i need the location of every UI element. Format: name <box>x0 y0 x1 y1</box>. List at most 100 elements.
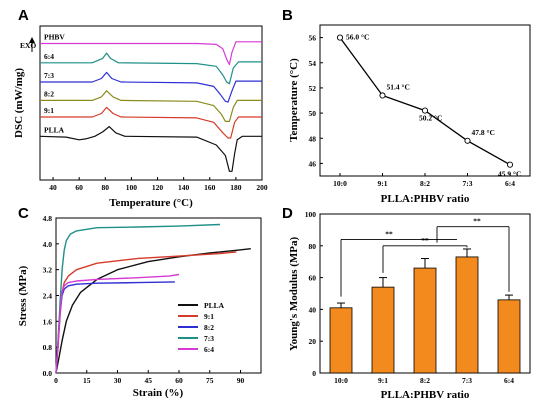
a-x-tick-label: 60 <box>75 183 83 192</box>
a-x-tick-label: 140 <box>178 183 190 192</box>
panel-a-series <box>39 41 262 172</box>
c-legend-label: PLLA <box>204 301 225 310</box>
a-series-label: PLLA <box>44 125 65 134</box>
d-y-tick-label: 40 <box>309 305 317 314</box>
c-y-tick-label: 3.2 <box>43 266 53 275</box>
a-x-tick-label: 80 <box>102 183 110 192</box>
b-y-tick-label: 48 <box>309 134 317 143</box>
panel-c: C 0 15 30 45 60 75 90 0.0 0.8 1.6 2.4 3.2 4.0 4.8 PLL… <box>17 205 262 399</box>
panel-d-ylabel: Young's Modulus (MPa) <box>288 237 300 352</box>
d-bar <box>413 267 437 374</box>
panel-d-bars <box>329 248 521 374</box>
a-series-line <box>39 126 262 172</box>
a-series-label: 8:2 <box>44 89 54 98</box>
panel-b-frame <box>319 24 531 177</box>
d-y-tick-label: 20 <box>309 337 317 346</box>
c-series-line <box>55 281 175 374</box>
panel-d-significance: ** ** ** <box>340 217 510 297</box>
d-x-tick-label: 8:2 <box>420 376 430 385</box>
c-legend-label: 7:3 <box>204 334 214 343</box>
panel-b-ticks: 46 48 50 52 54 56 10:0 9:1 8:2 7:3 6:4 <box>309 34 516 188</box>
d-x-tick-label: 9:1 <box>378 376 388 385</box>
panel-b-xlabel: PLLA:PHBV ratio <box>381 193 470 205</box>
c-series-line <box>55 223 221 374</box>
d-x-tick-label: 10:0 <box>334 376 348 385</box>
b-y-tick-label: 52 <box>309 84 317 93</box>
b-point <box>464 137 471 144</box>
exo-label: EXO <box>20 41 36 50</box>
a-series-label: PHBV <box>44 33 65 42</box>
c-series-line <box>55 273 180 374</box>
a-series-line <box>40 71 262 103</box>
panel-c-ticks: 0 15 30 45 60 75 90 0.0 0.8 1.6 2.4 3.2 4.0 4.8 <box>43 214 245 385</box>
d-x-tick-label: 6:4 <box>504 376 514 385</box>
b-point-label: 51.4 °C <box>387 82 410 91</box>
a-x-tick-label: 120 <box>152 183 164 192</box>
panel-d-xlabel: PLLA:PHBV ratio <box>381 389 470 401</box>
b-y-tick-label: 54 <box>309 59 317 68</box>
b-y-tick-label: 50 <box>309 109 317 118</box>
b-point-label: 47.8 °C <box>472 128 495 137</box>
b-x-tick-label: 6:4 <box>505 179 515 188</box>
c-legend-label: 8:2 <box>204 323 214 332</box>
d-y-tick-label: 100 <box>305 210 317 219</box>
panel-a: A 40 60 80 100 120 140 160 180 200 PHBV 6:4 7:3 8:2… <box>13 7 268 209</box>
c-x-tick-label: 45 <box>145 376 153 385</box>
c-y-tick-label: 0.8 <box>43 343 53 352</box>
a-series-label: 7:3 <box>44 71 54 80</box>
a-series-label: 6:4 <box>44 52 54 61</box>
d-bar <box>329 307 353 374</box>
panel-d: D 0 20 40 60 80 100 10:0 9:1 8:2 7:3 6:4 ** ** ** PL… <box>282 205 531 401</box>
c-y-tick-label: 4.0 <box>43 240 53 249</box>
c-legend-label: 9:1 <box>204 312 214 321</box>
a-series-line <box>40 41 262 66</box>
c-x-tick-label: 60 <box>175 376 183 385</box>
a-x-tick-label: 160 <box>204 183 216 192</box>
panel-letter-b: B <box>282 7 293 24</box>
d-bar <box>371 286 395 374</box>
c-x-tick-label: 90 <box>237 376 245 385</box>
panel-a-series-labels: PHBV 6:4 7:3 8:2 9:1 PLLA <box>44 33 65 135</box>
a-series-line <box>40 106 262 139</box>
panel-letter-a: A <box>18 7 29 24</box>
d-bar <box>455 256 479 374</box>
panel-d-ticks: 0 20 40 60 80 100 10:0 9:1 8:2 7:3 6:4 <box>305 210 514 385</box>
c-x-tick-label: 0 <box>54 376 58 385</box>
panel-a-frame <box>39 25 263 181</box>
d-significance-label: ** <box>385 229 393 238</box>
a-x-tick-label: 180 <box>230 183 242 192</box>
d-y-tick-label: 60 <box>309 274 317 283</box>
c-y-tick-label: 1.6 <box>43 317 53 326</box>
a-series-label: 9:1 <box>44 106 54 115</box>
panel-c-xlabel: Strain (%) <box>133 387 184 399</box>
panel-c-frame <box>55 217 262 374</box>
b-point <box>506 161 514 168</box>
d-significance-label: ** <box>421 236 429 245</box>
d-significance-label: ** <box>473 217 481 226</box>
c-x-tick-label: 30 <box>114 376 122 385</box>
b-x-tick-label: 10:0 <box>333 179 347 188</box>
d-bar <box>497 299 521 374</box>
panel-b: B 46 48 50 52 54 56 10:0 9:1 8:2 7:3 6:4 56.0 °C 51… <box>282 7 531 205</box>
a-series-line <box>40 90 262 122</box>
b-point <box>421 107 429 114</box>
b-point-label: 45.9 °C <box>498 170 521 179</box>
panel-letter-c: C <box>18 205 29 222</box>
a-series-line <box>40 52 262 85</box>
b-y-tick-label: 46 <box>309 159 317 168</box>
d-x-tick-label: 7:3 <box>462 376 472 385</box>
panel-a-xlabel: Temperature (°C) <box>109 197 193 209</box>
b-x-tick-label: 8:2 <box>420 179 430 188</box>
b-series-line <box>339 37 511 166</box>
d-y-tick-label: 80 <box>309 242 317 251</box>
panel-c-legend: PLLA 9:1 8:2 7:3 6:4 <box>178 301 225 354</box>
a-x-tick-label: 40 <box>49 183 57 192</box>
b-x-tick-label: 9:1 <box>378 179 388 188</box>
a-x-tick-label: 100 <box>126 183 138 192</box>
exo-arrow-icon <box>29 37 35 43</box>
panel-c-series <box>55 223 251 374</box>
panel-c-ylabel: Stress (MPa) <box>17 265 29 326</box>
panel-b-ylabel: Temperature (°C) <box>288 58 300 142</box>
b-x-tick-label: 7:3 <box>463 179 473 188</box>
